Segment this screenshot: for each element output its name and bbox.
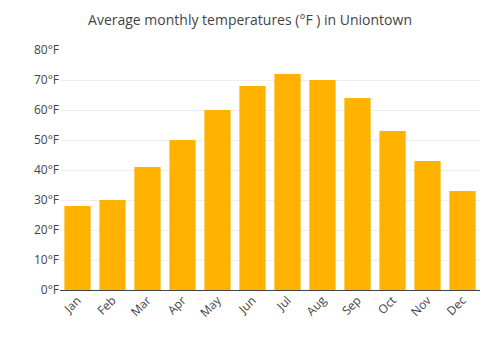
svg-text:50°F: 50°F [34, 131, 59, 148]
svg-text:Jan: Jan [60, 292, 85, 317]
svg-text:30°F: 30°F [34, 191, 59, 208]
svg-text:20°F: 20°F [34, 221, 59, 238]
svg-text:80°F: 80°F [34, 41, 59, 58]
svg-text:Feb: Feb [93, 292, 119, 318]
svg-text:May: May [196, 291, 225, 320]
svg-text:Oct: Oct [374, 292, 400, 318]
svg-text:0°F: 0°F [41, 281, 59, 298]
svg-text:Mar: Mar [127, 292, 155, 320]
svg-text:10°F: 10°F [34, 251, 59, 268]
svg-text:Jun: Jun [234, 292, 259, 317]
svg-text:Dec: Dec [443, 292, 470, 319]
svg-text:Apr: Apr [164, 292, 190, 318]
svg-text:Sep: Sep [338, 292, 365, 319]
svg-text:40°F: 40°F [34, 161, 59, 178]
svg-text:60°F: 60°F [34, 101, 59, 118]
svg-text:Aug: Aug [302, 292, 330, 320]
svg-text:Average monthly temperatures (: Average monthly temperatures (°F ) in Un… [88, 10, 412, 29]
svg-text:Jul: Jul [272, 292, 294, 314]
svg-text:Nov: Nov [407, 292, 435, 320]
svg-text:70°F: 70°F [34, 71, 59, 88]
